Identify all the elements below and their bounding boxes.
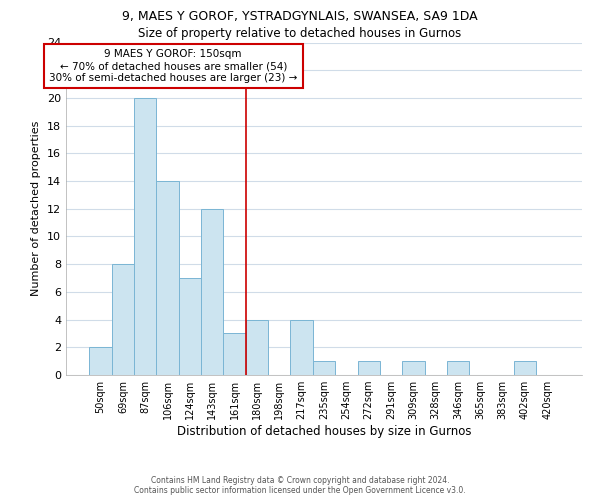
- Bar: [313, 361, 335, 375]
- Bar: [89, 348, 112, 375]
- Bar: [134, 98, 157, 375]
- Text: 9, MAES Y GOROF, YSTRADGYNLAIS, SWANSEA, SA9 1DA: 9, MAES Y GOROF, YSTRADGYNLAIS, SWANSEA,…: [122, 10, 478, 23]
- Bar: [223, 334, 246, 375]
- Text: 9 MAES Y GOROF: 150sqm
← 70% of detached houses are smaller (54)
30% of semi-det: 9 MAES Y GOROF: 150sqm ← 70% of detached…: [49, 50, 298, 82]
- Text: Contains HM Land Registry data © Crown copyright and database right 2024.
Contai: Contains HM Land Registry data © Crown c…: [134, 476, 466, 495]
- Bar: [514, 361, 536, 375]
- Bar: [112, 264, 134, 375]
- Bar: [179, 278, 201, 375]
- Bar: [246, 320, 268, 375]
- Bar: [447, 361, 469, 375]
- Bar: [358, 361, 380, 375]
- Bar: [290, 320, 313, 375]
- Y-axis label: Number of detached properties: Number of detached properties: [31, 121, 41, 296]
- Bar: [157, 181, 179, 375]
- Text: Size of property relative to detached houses in Gurnos: Size of property relative to detached ho…: [139, 28, 461, 40]
- Bar: [402, 361, 425, 375]
- X-axis label: Distribution of detached houses by size in Gurnos: Distribution of detached houses by size …: [177, 425, 471, 438]
- Bar: [201, 209, 223, 375]
